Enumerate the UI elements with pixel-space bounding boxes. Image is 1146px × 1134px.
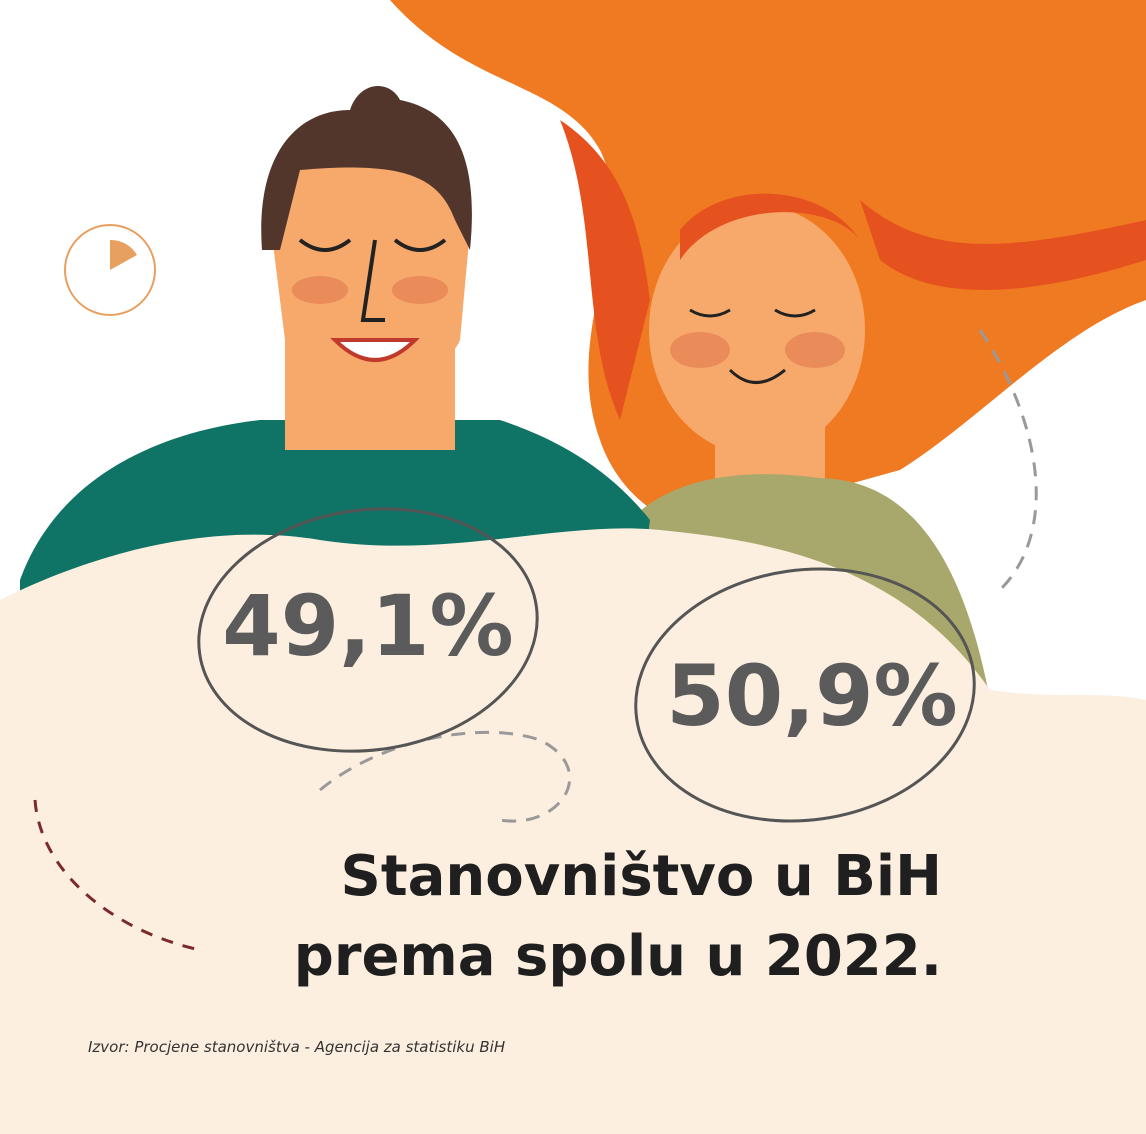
face bbox=[270, 120, 470, 378]
title-line: prema spolu u 2022. bbox=[294, 924, 942, 989]
source: Izvor: Procjene stanovništva - Agencija … bbox=[88, 1038, 505, 1056]
collar bbox=[285, 430, 455, 450]
male-share: 49,1% bbox=[222, 577, 513, 675]
dashed-arrow bbox=[33, 799, 201, 952]
dashed-arrow bbox=[319, 730, 572, 823]
face bbox=[649, 205, 865, 455]
circle bbox=[634, 567, 976, 823]
dashed-arrow bbox=[978, 329, 1038, 592]
blush bbox=[670, 332, 730, 368]
hair bbox=[261, 86, 472, 250]
bangs bbox=[680, 193, 860, 260]
icon bbox=[64, 224, 156, 316]
smile bbox=[330, 338, 420, 362]
blush bbox=[392, 276, 448, 304]
hair-shade bbox=[860, 200, 1146, 290]
cream-area bbox=[0, 528, 1146, 1134]
hair-shade bbox=[560, 120, 650, 420]
features bbox=[689, 308, 816, 384]
female-share: 50,9% bbox=[666, 647, 957, 745]
blush bbox=[785, 332, 845, 368]
title-line: Stanovništvo u BiH bbox=[341, 844, 942, 909]
circle bbox=[197, 507, 539, 753]
icon bbox=[110, 239, 137, 270]
blush bbox=[292, 276, 348, 304]
features bbox=[298, 238, 447, 322]
